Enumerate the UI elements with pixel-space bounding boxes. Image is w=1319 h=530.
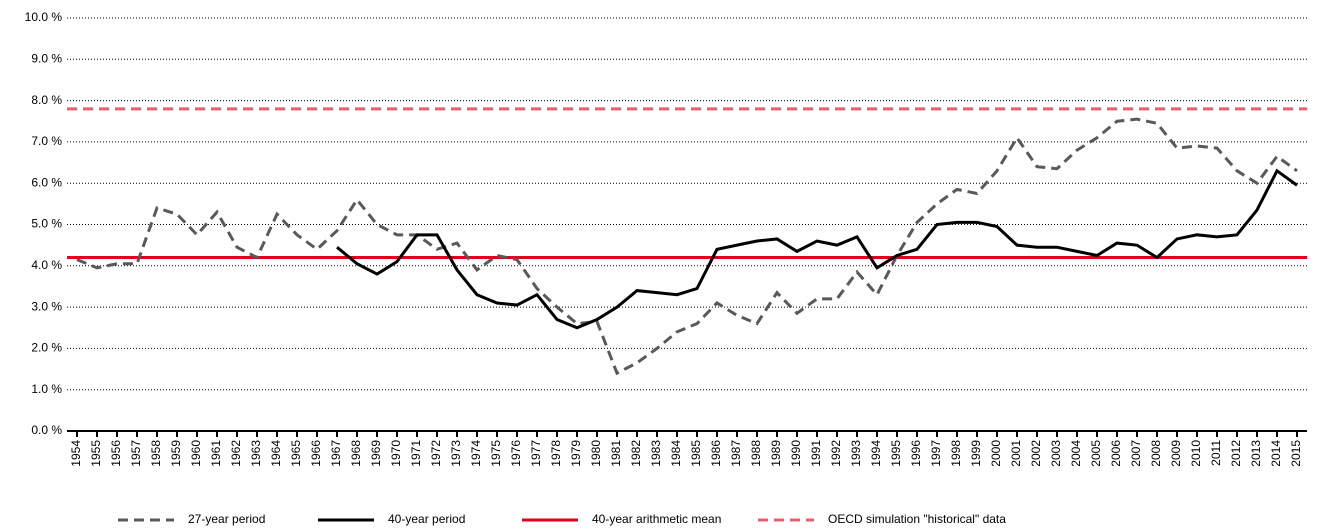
x-tick-label: 1975 <box>489 440 503 467</box>
x-tick-label: 1989 <box>769 440 783 467</box>
x-tick-label: 1991 <box>809 440 823 467</box>
x-tick-label: 1963 <box>249 440 263 467</box>
x-tick-label: 1957 <box>129 440 143 467</box>
legend-label: 40-year period <box>388 512 465 526</box>
x-tick-label: 1982 <box>629 440 643 467</box>
x-tick-label: 2008 <box>1149 440 1163 467</box>
x-tick-label: 1985 <box>689 440 703 467</box>
x-tick-label: 1999 <box>969 440 983 467</box>
x-tick-label: 2005 <box>1089 440 1103 467</box>
x-tick-label: 1990 <box>789 440 803 467</box>
x-tick-label: 2012 <box>1229 440 1243 467</box>
x-tick-label: 1964 <box>269 440 283 467</box>
x-tick-label: 1970 <box>389 440 403 467</box>
x-tick-label: 1969 <box>369 440 383 467</box>
x-tick-label: 1976 <box>509 440 523 467</box>
x-tick-label: 1996 <box>909 440 923 467</box>
x-tick-label: 1979 <box>569 440 583 467</box>
x-tick-label: 2000 <box>989 440 1003 467</box>
x-tick-label: 1962 <box>229 440 243 467</box>
y-tick-label: 8.0 % <box>31 93 62 107</box>
x-tick-label: 2010 <box>1189 440 1203 467</box>
y-tick-label: 9.0 % <box>31 51 62 65</box>
y-tick-label: 1.0 % <box>31 382 62 396</box>
x-tick-label: 2003 <box>1049 440 1063 467</box>
x-tick-label: 1966 <box>309 440 323 467</box>
y-tick-label: 2.0 % <box>31 341 62 355</box>
y-tick-label: 3.0 % <box>31 299 62 313</box>
x-tick-label: 1984 <box>669 440 683 467</box>
x-tick-label: 1980 <box>589 440 603 467</box>
x-tick-label: 1998 <box>949 440 963 467</box>
x-tick-label: 1993 <box>849 440 863 467</box>
y-tick-label: 5.0 % <box>31 217 62 231</box>
x-tick-label: 1977 <box>529 440 543 467</box>
x-tick-label: 1978 <box>549 440 563 467</box>
x-tick-label: 1997 <box>929 440 943 467</box>
legend-label: OECD simulation "historical" data <box>828 512 1006 526</box>
x-tick-label: 1956 <box>109 440 123 467</box>
x-tick-label: 1981 <box>609 440 623 467</box>
x-tick-label: 2004 <box>1069 440 1083 467</box>
x-tick-label: 1972 <box>429 440 443 467</box>
legend-label: 27-year period <box>188 512 265 526</box>
series-line <box>336 168 1298 330</box>
x-tick-label: 1955 <box>89 440 103 467</box>
x-tick-label: 2013 <box>1249 440 1263 467</box>
x-tick-label: 1971 <box>409 440 423 467</box>
x-tick-label: 1994 <box>869 440 883 467</box>
x-tick-label: 1988 <box>749 440 763 467</box>
x-tick-label: 1958 <box>149 440 163 467</box>
x-tick-label: 1961 <box>209 440 223 467</box>
y-tick-label: 7.0 % <box>31 134 62 148</box>
x-tick-label: 2007 <box>1129 440 1143 467</box>
x-tick-label: 2006 <box>1109 440 1123 467</box>
x-tick-label: 2015 <box>1289 440 1303 467</box>
x-tick-label: 1967 <box>329 440 343 467</box>
series-line <box>76 117 1298 376</box>
x-tick-label: 1960 <box>189 440 203 467</box>
x-tick-label: 1965 <box>289 440 303 467</box>
y-tick-label: 4.0 % <box>31 258 62 272</box>
legend-label: 40-year arithmetic mean <box>592 512 721 526</box>
x-tick-label: 2011 <box>1209 440 1223 466</box>
y-tick-label: 10.0 % <box>25 10 63 24</box>
x-tick-label: 1987 <box>729 440 743 467</box>
x-tick-label: 1992 <box>829 440 843 467</box>
x-tick-label: 1974 <box>469 440 483 467</box>
y-tick-label: 0.0 % <box>31 423 62 437</box>
x-tick-label: 1983 <box>649 440 663 467</box>
x-tick-label: 1986 <box>709 440 723 467</box>
x-tick-label: 1995 <box>889 440 903 467</box>
x-tick-label: 2014 <box>1269 440 1283 467</box>
x-tick-label: 2001 <box>1009 440 1023 467</box>
x-tick-label: 1973 <box>449 440 463 467</box>
x-tick-label: 1954 <box>69 440 83 467</box>
x-tick-label: 2009 <box>1169 440 1183 467</box>
x-tick-label: 2002 <box>1029 440 1043 467</box>
x-tick-label: 1959 <box>169 440 183 467</box>
y-tick-label: 6.0 % <box>31 175 62 189</box>
x-tick-label: 1968 <box>349 440 363 467</box>
